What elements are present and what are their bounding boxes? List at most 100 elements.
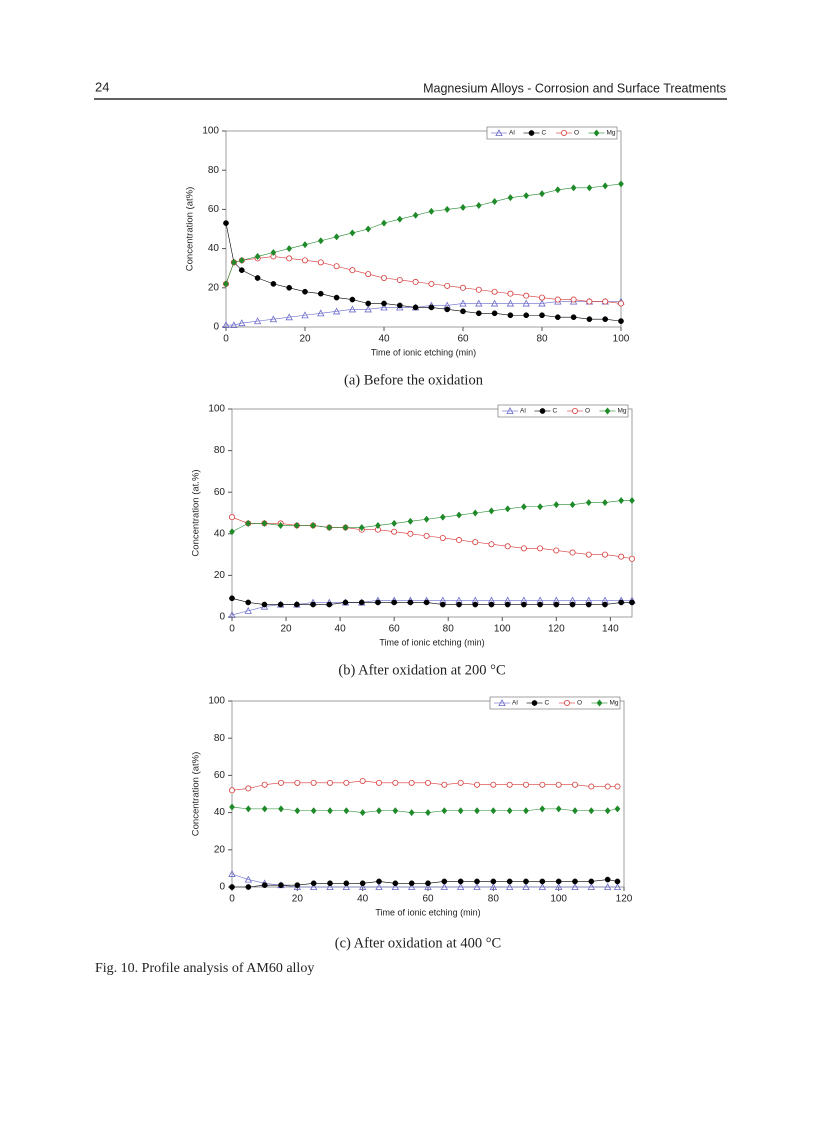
marker bbox=[349, 229, 356, 237]
series-line bbox=[225, 183, 622, 284]
legend-label: Mg bbox=[618, 408, 627, 415]
x-tick-label: 0 bbox=[229, 894, 235, 905]
marker bbox=[310, 521, 317, 530]
marker bbox=[439, 513, 446, 521]
marker bbox=[588, 807, 595, 815]
marker bbox=[439, 534, 446, 541]
marker bbox=[456, 511, 462, 519]
marker bbox=[229, 528, 235, 536]
marker bbox=[391, 883, 400, 890]
marker bbox=[230, 321, 238, 329]
plot-frame bbox=[231, 408, 633, 618]
legend-marker bbox=[596, 699, 603, 707]
marker bbox=[629, 555, 636, 562]
marker bbox=[358, 523, 365, 532]
marker bbox=[507, 194, 514, 202]
marker bbox=[554, 186, 561, 194]
marker bbox=[604, 783, 611, 790]
marker bbox=[614, 805, 621, 813]
marker bbox=[302, 241, 308, 249]
marker bbox=[475, 201, 482, 210]
marker bbox=[391, 599, 398, 606]
legend-label: Al bbox=[512, 700, 518, 707]
marker bbox=[358, 599, 365, 606]
marker bbox=[613, 883, 622, 890]
x-tick-label: 120 bbox=[616, 894, 633, 905]
marker bbox=[539, 294, 546, 301]
chart: 0 20 40 60 80 100 0 20 40 60 80 100 120 140 Time of io… bbox=[191, 404, 636, 678]
figure-caption: Fig. 10. Profile analysis of AM60 alloy bbox=[95, 961, 314, 976]
marker bbox=[618, 300, 625, 307]
marker bbox=[228, 787, 235, 794]
marker bbox=[229, 884, 235, 890]
marker bbox=[473, 883, 481, 890]
marker bbox=[245, 599, 252, 606]
marker bbox=[376, 807, 382, 815]
marker bbox=[587, 883, 596, 890]
marker bbox=[475, 299, 483, 307]
marker bbox=[375, 883, 383, 890]
marker bbox=[333, 233, 340, 241]
y-tick-label: 80 bbox=[214, 445, 226, 456]
y-axis-label: Concentration (at%) bbox=[185, 187, 196, 271]
legend-label: O bbox=[585, 408, 590, 415]
marker bbox=[553, 601, 560, 608]
marker bbox=[358, 883, 367, 890]
legend-box bbox=[486, 126, 618, 140]
chart-caption: (c) After oxidation at 400 °C bbox=[335, 935, 501, 951]
marker bbox=[261, 781, 268, 788]
marker bbox=[343, 880, 350, 887]
x-tick-label: 120 bbox=[548, 624, 565, 635]
x-tick-label: 0 bbox=[229, 624, 235, 635]
marker bbox=[332, 307, 341, 315]
marker bbox=[317, 309, 325, 317]
marker bbox=[523, 292, 530, 299]
running-title: Magnesium Alloys - Corrosion and Surface… bbox=[423, 81, 726, 95]
marker bbox=[507, 290, 514, 297]
legend-label: O bbox=[574, 130, 579, 137]
marker bbox=[473, 781, 480, 788]
legend-marker bbox=[593, 129, 600, 137]
marker bbox=[537, 545, 544, 552]
marker bbox=[602, 316, 609, 323]
marker bbox=[408, 809, 415, 817]
marker bbox=[444, 306, 451, 313]
marker bbox=[381, 300, 387, 307]
chart: 0 20 40 60 80 100 0 20 40 60 80 100 Time of ionic et… bbox=[185, 126, 630, 389]
marker bbox=[555, 878, 562, 885]
marker bbox=[396, 276, 403, 283]
marker bbox=[359, 777, 366, 784]
marker bbox=[520, 503, 527, 511]
marker bbox=[602, 298, 609, 305]
marker bbox=[444, 282, 451, 289]
marker bbox=[504, 543, 511, 550]
y-tick-label: 60 bbox=[214, 487, 226, 498]
marker bbox=[506, 878, 513, 885]
marker bbox=[424, 883, 432, 890]
marker bbox=[333, 294, 340, 301]
marker bbox=[381, 219, 387, 227]
marker bbox=[488, 601, 495, 608]
marker bbox=[286, 284, 293, 291]
marker bbox=[569, 501, 576, 509]
marker bbox=[602, 182, 609, 190]
marker bbox=[585, 551, 592, 558]
marker bbox=[554, 314, 561, 321]
marker bbox=[538, 299, 546, 307]
marker bbox=[460, 203, 466, 212]
marker bbox=[261, 519, 268, 527]
plot-frame bbox=[225, 130, 622, 328]
marker bbox=[380, 274, 387, 281]
marker bbox=[522, 883, 530, 890]
marker bbox=[317, 259, 324, 266]
marker bbox=[228, 870, 236, 877]
y-axis-label: Concentration (at.%) bbox=[191, 469, 202, 556]
marker bbox=[523, 781, 530, 788]
marker bbox=[245, 884, 252, 890]
x-tick-label: 20 bbox=[292, 894, 304, 905]
marker bbox=[343, 779, 350, 786]
marker bbox=[571, 883, 579, 890]
marker bbox=[428, 207, 435, 215]
marker bbox=[475, 286, 482, 293]
marker bbox=[614, 783, 621, 790]
